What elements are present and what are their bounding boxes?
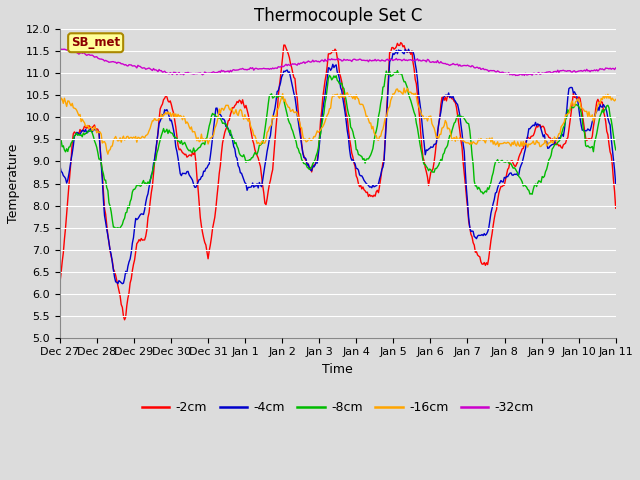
Legend: -2cm, -4cm, -8cm, -16cm, -32cm: -2cm, -4cm, -8cm, -16cm, -32cm (137, 396, 539, 420)
Title: Thermocouple Set C: Thermocouple Set C (253, 7, 422, 25)
Y-axis label: Temperature: Temperature (7, 144, 20, 223)
X-axis label: Time: Time (323, 363, 353, 376)
Text: SB_met: SB_met (71, 36, 120, 49)
